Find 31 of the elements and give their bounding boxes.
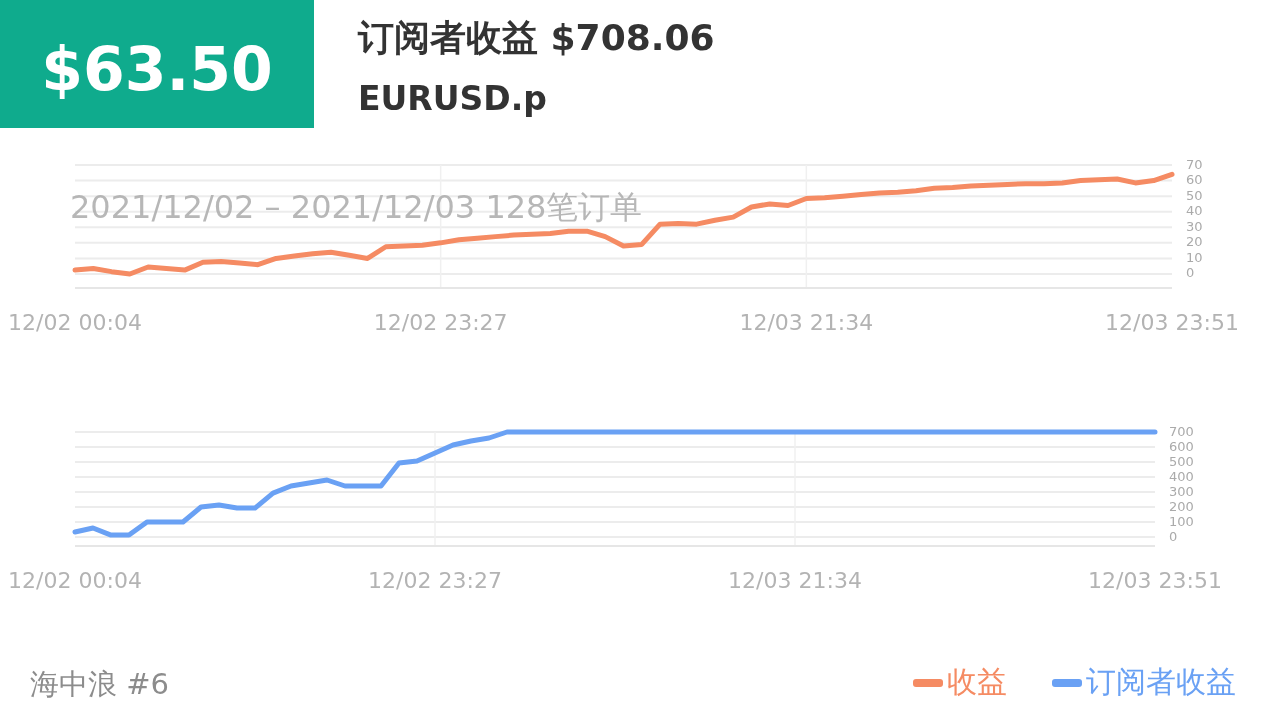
text: $63.50 <box>41 34 273 104</box>
y-tick-label: 40 <box>1186 203 1203 219</box>
x-tick-label: 12/03 23:51 <box>1088 568 1222 593</box>
legend-label: 收益 <box>947 663 1007 699</box>
y-tick-label: 10 <box>1186 249 1203 265</box>
x-tick-label: 12/02 00:04 <box>8 568 142 593</box>
text: 海中浪 #6 <box>30 667 169 701</box>
chart-subtitle: EURUSD.p <box>358 79 547 118</box>
x-tick-label: 12/03 21:34 <box>739 310 874 335</box>
y-tick-label: 20 <box>1186 234 1203 250</box>
y-tick-label: 200 <box>1169 498 1194 514</box>
y-tick-label: 400 <box>1169 468 1194 484</box>
y-tick-label: 500 <box>1169 453 1194 469</box>
x-tick-label: 12/02 00:04 <box>8 310 142 335</box>
x-tick-label: 12/03 23:51 <box>1105 310 1239 335</box>
annotation: 2021/12/02 – 2021/12/03 128笔订单 <box>70 188 643 226</box>
y-tick-label: 50 <box>1186 187 1203 203</box>
y-tick-label: 60 <box>1186 172 1203 188</box>
y-tick-label: 300 <box>1169 483 1194 499</box>
x-tick-label: 12/02 23:27 <box>373 310 508 335</box>
y-tick-label: 700 <box>1169 423 1194 439</box>
x-tick-label: 12/03 21:34 <box>728 568 862 593</box>
y-tick-label: 600 <box>1169 438 1194 454</box>
y-tick-label: 30 <box>1186 218 1203 234</box>
x-tick-label: 12/02 23:27 <box>368 568 502 593</box>
chart-title: 订阅者收益 $708.06 <box>357 17 715 58</box>
y-tick-label: 100 <box>1169 513 1194 529</box>
y-tick-label: 70 <box>1186 156 1203 172</box>
legend-label: 订阅者收益 <box>1086 663 1236 699</box>
y-tick-label: 0 <box>1186 265 1195 281</box>
y-tick-label: 0 <box>1169 528 1178 544</box>
